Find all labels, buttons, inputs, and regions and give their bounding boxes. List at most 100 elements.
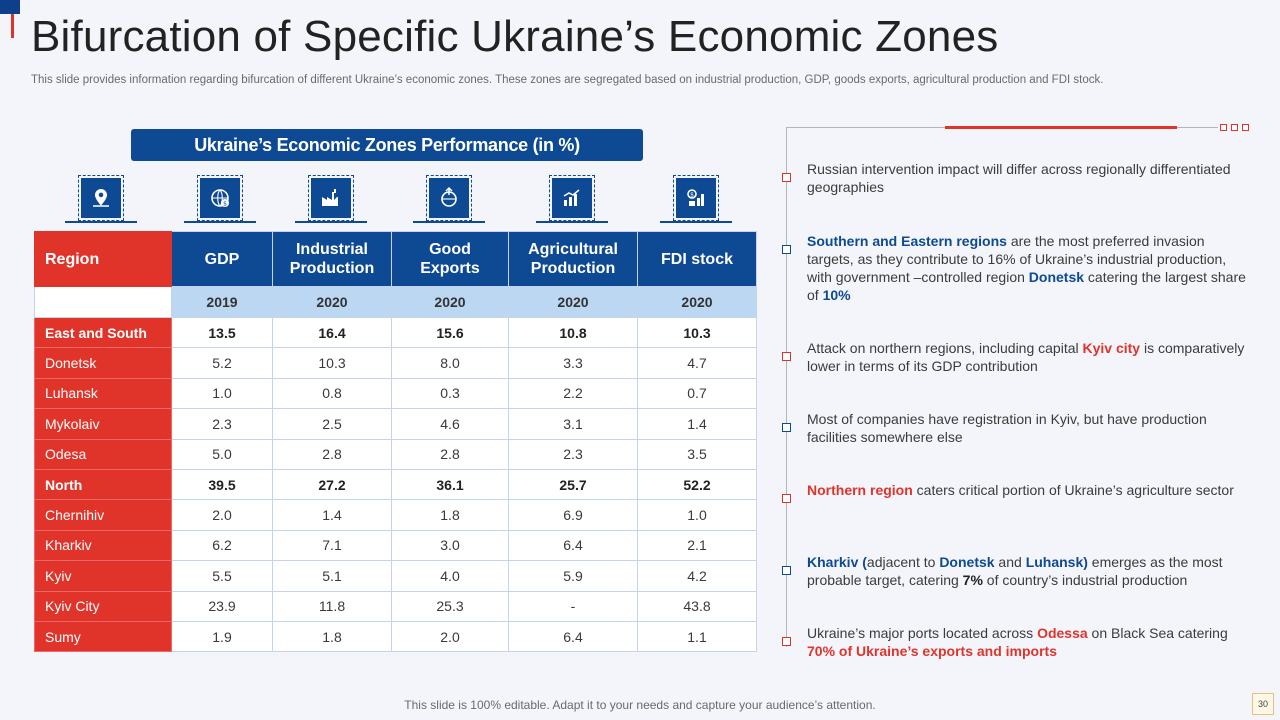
region-name-cell: North [34,468,172,501]
note-text: Southern and Eastern regions are the mos… [807,233,1246,303]
value-cell: 15.6 [391,316,509,349]
fdi-column-icon: $ [660,175,732,223]
note-text: Most of companies have registration in K… [807,411,1207,445]
year-cell: 2020 [391,286,509,318]
table-row: Kyiv City 23.9 11.8 25.3-43.8 [34,590,757,622]
header-good-exports: Good Exports [391,231,509,287]
value-cell: - [508,590,638,622]
table-row: Luhansk 1.0 0.8 0.3 2.2 0.7 [34,377,757,410]
value-cell: 10.3 [637,316,757,349]
svg-text:$: $ [690,192,694,199]
value-cell: 6.4 [508,529,638,562]
map-pin-icon [93,189,109,207]
table-row: Donetsk 5.2 10.3 8.0 3.3 4.7 [34,347,757,379]
value-cell: 2.0 [391,620,509,653]
year-row: 2019 2020 2020 2020 2020 [34,286,757,318]
value-cell: 5.5 [171,560,273,592]
note-bullet [782,352,791,361]
table-row: Odesa 5.0 2.8 2.8 2.3 3.5 [34,438,757,470]
value-cell: 2.5 [272,408,392,440]
value-cell: 0.3 [391,377,509,410]
value-cell: 0.7 [637,377,757,410]
note-text: Ukraine’s major ports located across Ode… [807,625,1228,659]
value-cell: 2.8 [391,438,509,470]
note-bullet [782,494,791,503]
footer-note: This slide is 100% editable. Adapt it to… [404,698,876,712]
value-cell: 6.4 [508,620,638,653]
note-text: Kharkiv (adjacent to Donetsk and Luhansk… [807,554,1223,588]
value-cell: 13.5 [171,316,273,349]
value-cell: 1.1 [637,620,757,653]
value-cell: 52.2 [637,468,757,501]
value-cell: 39.5 [171,468,273,501]
region-name-cell: East and South [34,316,172,349]
value-cell: 3.1 [508,408,638,440]
value-cell: 43.8 [637,590,757,622]
value-cell: 3.5 [637,438,757,470]
region-name-cell: Kyiv City [34,590,172,622]
note-bullet [782,245,791,254]
year-cell: 2019 [171,286,273,318]
value-cell: 1.4 [637,408,757,440]
value-cell: 10.3 [272,347,392,379]
gdp-column-icon: $ [184,175,256,223]
region-name-cell: Kyiv [34,560,172,592]
value-cell: 1.8 [391,499,509,531]
note-bullet [782,173,791,182]
value-cell: 2.8 [272,438,392,470]
table-row: Kyiv 5.5 5.1 4.0 5.9 4.2 [34,560,757,592]
value-cell: 6.9 [508,499,638,531]
year-cell: 2020 [637,286,757,318]
value-cell: 2.2 [508,377,638,410]
header-fdi-stock: FDI stock [637,231,757,287]
table-row: East and South 13.5 16.4 15.6 10.8 10.3 [34,316,757,349]
agriculture-chart-icon [563,189,580,206]
year-cell: 2020 [508,286,638,318]
value-cell: 2.1 [637,529,757,562]
value-cell: 1.0 [637,499,757,531]
globe-dollar-icon: $ [211,189,229,208]
value-cell: 6.2 [171,529,273,562]
header-gdp: GDP [171,231,273,287]
value-cell: 3.3 [508,347,638,379]
value-cell: 4.0 [391,560,509,592]
value-cell: 2.3 [171,408,273,440]
region-column-icon [65,175,137,223]
economic-zones-table: Region GDP Industrial Production Good Expo… [34,231,757,653]
value-cell: 1.4 [272,499,392,531]
note-bullet [782,423,791,432]
value-cell: 5.9 [508,560,638,592]
value-cell: 5.1 [272,560,392,592]
corner-accent [0,0,20,14]
frame-dot [1220,124,1227,131]
value-cell: 5.0 [171,438,273,470]
value-cell: 25.7 [508,468,638,501]
agriculture-column-icon [536,175,608,223]
value-cell: 1.0 [171,377,273,410]
svg-text:$: $ [223,201,227,208]
note-text: Attack on northern regions, including ca… [807,340,1245,374]
note-text: Northern region caters critical portion … [807,482,1234,498]
export-globe-icon [441,186,457,207]
value-cell: 27.2 [272,468,392,501]
value-cell: 2.0 [171,499,273,531]
table-row: Mykolaiv 2.3 2.5 4.6 3.1 1.4 [34,408,757,440]
value-cell: 5.2 [171,347,273,379]
year-cell: 2020 [272,286,392,318]
region-name-cell: Donetsk [34,347,172,379]
value-cell: 25.3 [391,590,509,622]
table-row: Sumy 1.9 1.8 2.0 6.4 1.1 [34,620,757,653]
page-title: Bifurcation of Specific Ukraine’s Econom… [31,12,999,61]
region-name-cell: Chernihiv [34,499,172,531]
value-cell: 11.8 [272,590,392,622]
page-subtitle: This slide provides information regardin… [31,74,1104,86]
frame-dot [1242,124,1249,131]
table-banner: Ukraine’s Economic Zones Performance (in… [131,129,643,161]
region-name-cell: Sumy [34,620,172,653]
value-cell: 4.2 [637,560,757,592]
value-cell: 4.6 [391,408,509,440]
region-name-cell: Odesa [34,438,172,470]
value-cell: 3.0 [391,529,509,562]
note-bullet [782,566,791,575]
table-row: Kharkiv 6.2 7.1 3.0 6.4 2.1 [34,529,757,562]
